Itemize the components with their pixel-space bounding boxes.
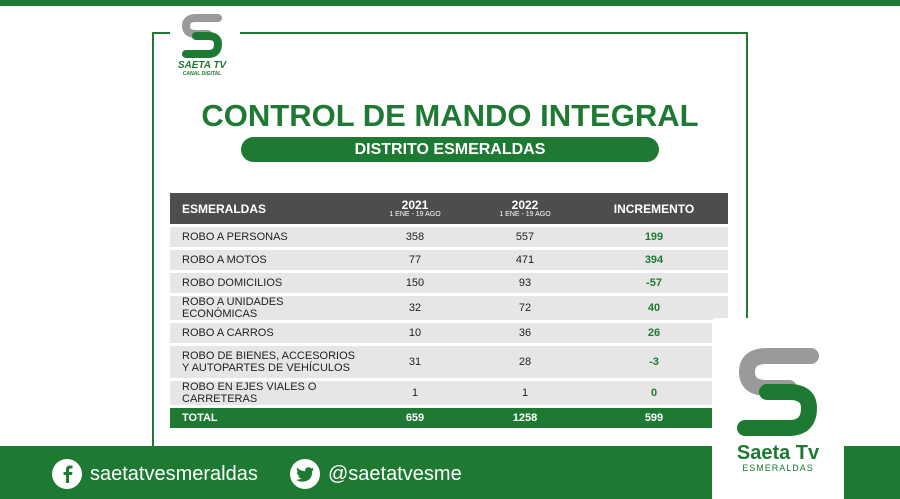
- value-2021: 31: [360, 346, 470, 378]
- twitter-handle: @saetatvesme: [328, 462, 462, 485]
- row-label-line-2: Y AUTOPARTES DE VEHÍCULOS: [182, 362, 350, 374]
- facebook-icon: [52, 459, 82, 489]
- row-label: ROBO EN EJES VIALES O CARRETERAS: [170, 381, 360, 405]
- table-row: ROBO A MOTOS 77 471 394: [170, 250, 728, 270]
- year-2021-label: 2021: [401, 197, 429, 212]
- logo-large-sub: ESMERALDAS: [742, 463, 814, 473]
- logo-small-sub: CANAL DIGITAL: [182, 71, 222, 77]
- value-2022: 72: [470, 296, 580, 320]
- total-2021: 659: [360, 408, 470, 428]
- content-frame: [152, 32, 748, 452]
- value-increment: 0: [580, 381, 728, 405]
- value-2021: 77: [360, 250, 470, 270]
- table-row: ROBO EN EJES VIALES O CARRETERAS 1 1 0: [170, 381, 728, 405]
- district-badge: DISTRITO ESMERALDAS: [241, 137, 659, 162]
- table-row: ROBO A PERSONAS 358 557 199: [170, 227, 728, 247]
- facebook-link[interactable]: saetatvesmeraldas: [52, 459, 258, 489]
- row-label-line-1: ROBO DE BIENES, ACCESORIOS: [182, 350, 355, 362]
- twitter-icon: [290, 459, 320, 489]
- value-2022: 36: [470, 323, 580, 343]
- value-increment: 26: [580, 323, 728, 343]
- value-increment: 199: [580, 227, 728, 247]
- saeta-s-logo-icon: [181, 14, 223, 58]
- row-label: ROBO A PERSONAS: [170, 227, 360, 247]
- year-2021-range: 1 ENE - 19 AGO: [389, 210, 441, 218]
- year-2022-range: 1 ENE - 19 AGO: [499, 210, 551, 218]
- column-header-2022: 2022 1 ENE - 19 AGO: [470, 193, 580, 224]
- table-row: ROBO DE BIENES, ACCESORIOS Y AUTOPARTES …: [170, 346, 728, 378]
- value-2022: 557: [470, 227, 580, 247]
- value-2022: 1: [470, 381, 580, 405]
- total-2022: 1258: [470, 408, 580, 428]
- value-2021: 358: [360, 227, 470, 247]
- crime-stats-table: ESMERALDAS 2021 1 ENE - 19 AGO 2022 1 EN…: [170, 190, 728, 431]
- value-2021: 32: [360, 296, 470, 320]
- column-header-increment: INCREMENTO: [580, 193, 728, 224]
- column-header-2021: 2021 1 ENE - 19 AGO: [360, 193, 470, 224]
- value-increment: 40: [580, 296, 728, 320]
- facebook-handle: saetatvesmeraldas: [90, 462, 258, 485]
- table-row: ROBO DOMICILIOS 150 93 -57: [170, 273, 728, 293]
- saeta-s-large-icon: [737, 348, 819, 436]
- twitter-link[interactable]: @saetatvesme: [290, 459, 462, 489]
- logo-large-brand: Saeta Tv: [736, 442, 820, 464]
- total-increment: 599: [580, 408, 728, 428]
- value-2022: 471: [470, 250, 580, 270]
- saeta-tv-logo-large: Saeta Tv ESMERALDAS: [712, 318, 844, 499]
- year-2022-label: 2022: [511, 197, 539, 212]
- table-row: ROBO A CARROS 10 36 26: [170, 323, 728, 343]
- total-label: TOTAL: [170, 408, 360, 428]
- row-label: ROBO A CARROS: [170, 323, 360, 343]
- saeta-tv-logo-small: SAETA TV CANAL DIGITAL: [172, 12, 232, 80]
- logo-small-brand: SAETA TV: [177, 60, 227, 71]
- value-2022: 93: [470, 273, 580, 293]
- value-increment: -3: [580, 346, 728, 378]
- table-row: ROBO A UNIDADES ECONÓMICAS 32 72 40: [170, 296, 728, 320]
- table-header-row: ESMERALDAS 2021 1 ENE - 19 AGO 2022 1 EN…: [170, 193, 728, 224]
- row-label: ROBO DE BIENES, ACCESORIOS Y AUTOPARTES …: [170, 346, 360, 378]
- value-increment: -57: [580, 273, 728, 293]
- row-label: ROBO DOMICILIOS: [170, 273, 360, 293]
- value-2022: 28: [470, 346, 580, 378]
- row-label: ROBO A MOTOS: [170, 250, 360, 270]
- table-total-row: TOTAL 659 1258 599: [170, 408, 728, 428]
- page-title: CONTROL DE MANDO INTEGRAL: [201, 98, 699, 133]
- top-accent-bar: [0, 0, 900, 6]
- value-2021: 10: [360, 323, 470, 343]
- value-2021: 1: [360, 381, 470, 405]
- value-2021: 150: [360, 273, 470, 293]
- row-label: ROBO A UNIDADES ECONÓMICAS: [170, 296, 360, 320]
- value-increment: 394: [580, 250, 728, 270]
- column-header-esmeraldas: ESMERALDAS: [170, 193, 360, 224]
